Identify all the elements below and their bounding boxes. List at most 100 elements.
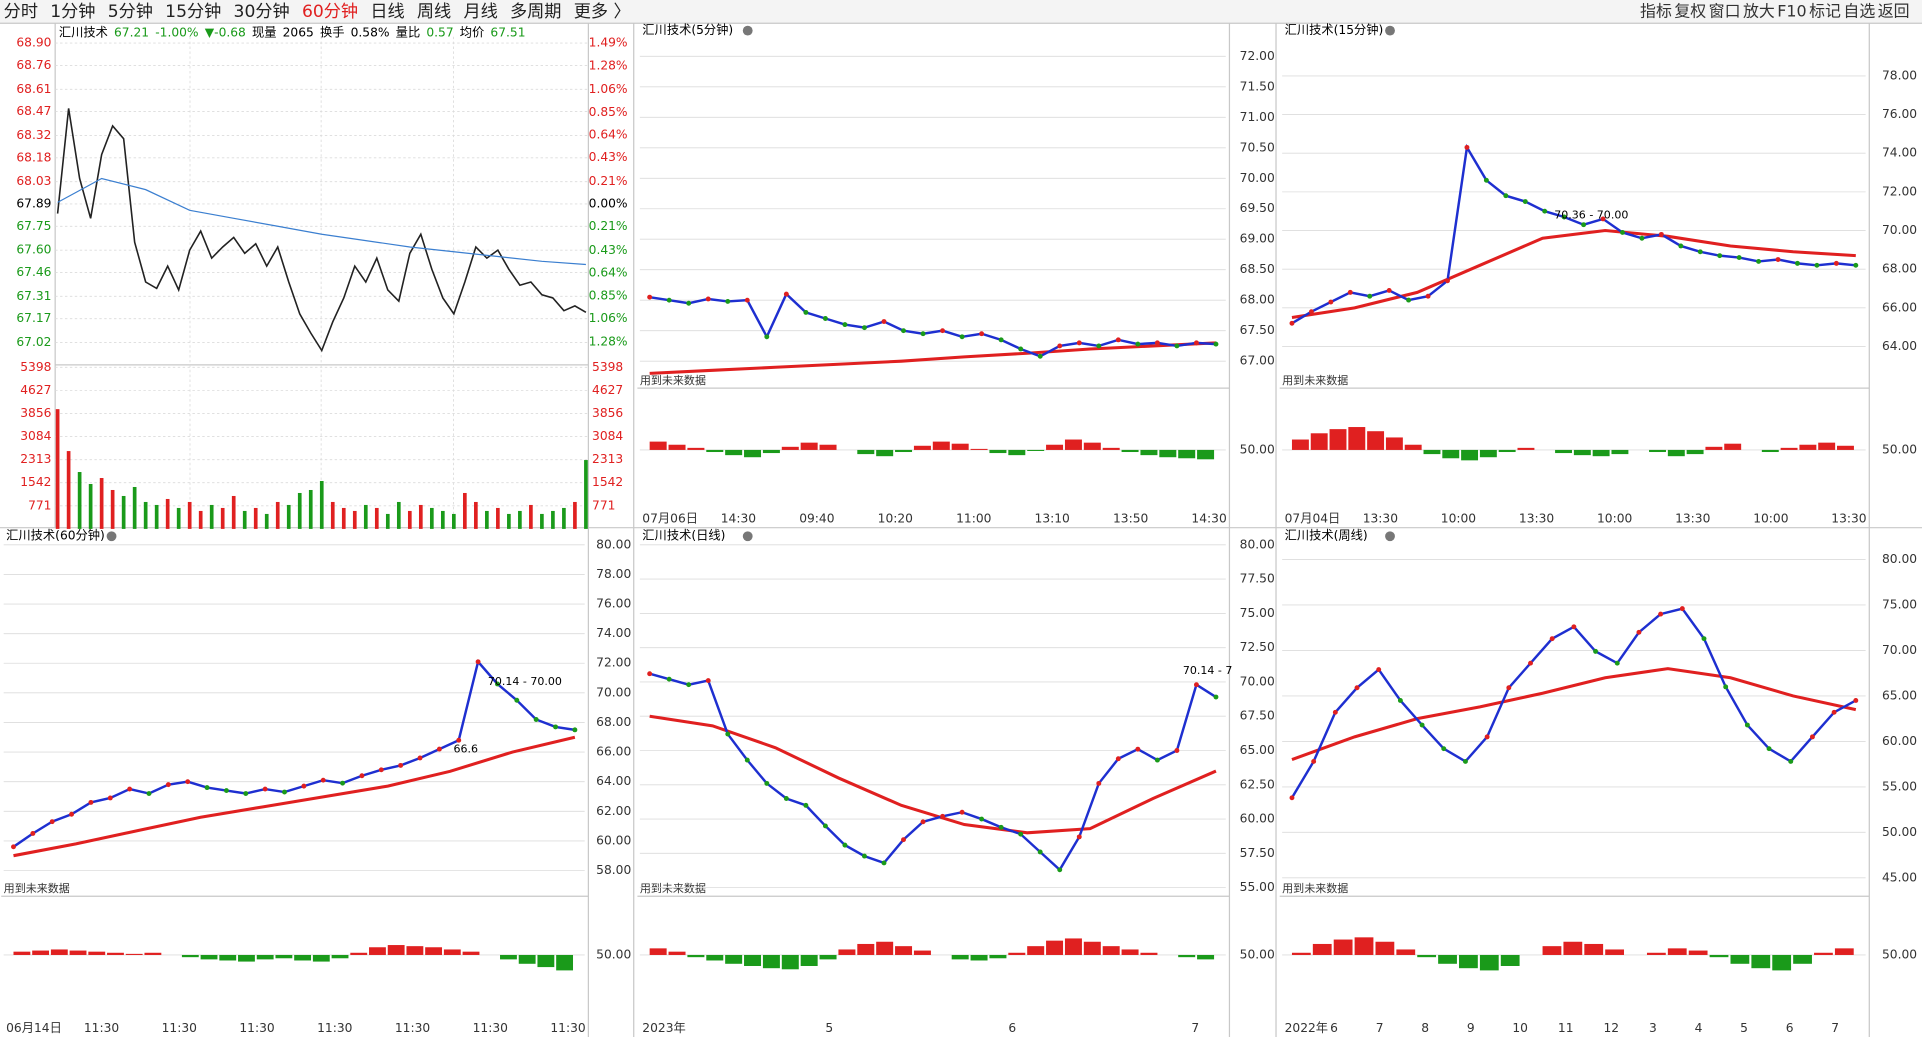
close-point (686, 682, 692, 688)
volume-bar (374, 507, 379, 529)
panel-title: 汇川技术(5分钟) (642, 22, 733, 37)
toolbar-button[interactable]: 窗口 (1709, 2, 1741, 21)
y-tick-label: 78.00 (1882, 68, 1917, 82)
close-point (1076, 834, 1082, 840)
close-point (1135, 341, 1141, 347)
y2-tick-label: 0.00% (589, 197, 628, 211)
toolbar-button[interactable]: 复权 (1674, 2, 1706, 21)
volume-bar (496, 507, 500, 529)
volume-bar (429, 507, 434, 529)
panel-menu-icon[interactable] (106, 531, 117, 542)
toolbar-tab[interactable]: 日线 (370, 2, 404, 22)
panel-menu-icon[interactable] (742, 531, 753, 542)
close-point (1096, 780, 1102, 786)
toolbar-tab[interactable]: 周线 (417, 2, 451, 22)
volume-bar (507, 513, 511, 529)
indicator-bar (1140, 952, 1158, 955)
close-point (1354, 685, 1360, 691)
indicator-bar (895, 946, 913, 955)
toolbar-tab[interactable]: 多周期 (510, 2, 561, 22)
panel-menu-icon[interactable] (742, 25, 753, 36)
toolbar-tab[interactable]: 分时 (4, 2, 38, 22)
indicator-bar (1027, 449, 1045, 451)
close-point (979, 816, 985, 822)
indicator-bar (1404, 444, 1422, 450)
indicator-bar (819, 954, 837, 960)
x-tick-label: 12 (1604, 1021, 1620, 1035)
y-tick-label: 64.00 (1882, 339, 1917, 353)
quote-header-item: 量比 (396, 26, 421, 40)
volume-tick-label: 3856 (20, 406, 51, 420)
volume-bar (308, 489, 313, 529)
indicator-bar (1197, 954, 1215, 960)
volume-bar (319, 481, 324, 529)
toolbar-tab[interactable]: 60分钟 (302, 2, 358, 22)
price-annotation: 70.14 - 7 (1183, 664, 1233, 677)
indicator-bar (932, 441, 950, 450)
close-point (359, 773, 365, 779)
x-tick-label: 5 (1740, 1021, 1748, 1035)
indicator-bar (762, 449, 780, 454)
x-tick-label: 11:30 (395, 1021, 430, 1035)
close-point (1018, 346, 1024, 352)
toolbar-button[interactable]: 返回 (1878, 2, 1910, 21)
close-point (1367, 293, 1373, 299)
close-point (30, 831, 36, 836)
y-tick-label: 55.00 (1240, 880, 1275, 894)
toolbar-button[interactable]: 指标 (1640, 2, 1672, 21)
indicator-bar (781, 446, 799, 450)
close-point (1549, 636, 1555, 642)
close-point (340, 780, 346, 786)
price-annotation: 66.6 (454, 742, 479, 755)
volume-bar (88, 483, 93, 529)
indicator-bar (1423, 449, 1441, 455)
close-point (1636, 629, 1642, 635)
toolbar-tab[interactable]: 30分钟 (234, 2, 290, 22)
toolbar-button[interactable]: F10 (1777, 2, 1806, 21)
indicator-bar (857, 449, 875, 455)
y-tick-label: 74.00 (596, 626, 631, 640)
close-point (533, 717, 539, 722)
volume-bar (99, 478, 104, 529)
price-line (649, 292, 1217, 358)
indicator-bar (425, 947, 443, 955)
indicator-tick-label: 50.00 (1882, 442, 1917, 456)
price-line (56, 108, 587, 353)
quote-header-item: 0.58% (351, 26, 390, 40)
toolbar-tab[interactable]: 15分钟 (165, 2, 221, 22)
volume-bar (242, 510, 247, 529)
volume-bar (584, 460, 588, 529)
toolbar-button[interactable]: 放大 (1743, 2, 1775, 21)
close-point (320, 777, 326, 783)
close-point (666, 297, 672, 303)
toolbar-button[interactable]: 标记 (1809, 2, 1841, 21)
volume-tick-label: 5398 (20, 360, 51, 374)
toolbar-tab[interactable]: 5分钟 (108, 2, 153, 22)
panel-menu-icon[interactable] (1385, 531, 1395, 542)
close-point (842, 842, 848, 848)
close-point (1775, 257, 1781, 262)
y2-tick-label: 1.28% (589, 58, 628, 72)
indicator-bar (1649, 449, 1666, 453)
close-point (822, 316, 828, 321)
indicator-bar (1724, 443, 1742, 450)
panel-menu-icon[interactable] (1385, 25, 1395, 36)
volume-bar (407, 510, 412, 529)
close-point (1561, 214, 1567, 220)
close-point (127, 786, 133, 792)
y-tick-label: 65.00 (1240, 743, 1275, 757)
close-point (1308, 309, 1314, 315)
x-tick-label: 11:30 (473, 1021, 508, 1035)
indicator-bar (1761, 449, 1779, 453)
toolbar-tab[interactable]: 月线 (463, 2, 497, 22)
close-point (243, 791, 249, 796)
toolbar-tab[interactable]: 1分钟 (50, 2, 95, 22)
close-point (998, 337, 1004, 343)
close-point (1620, 230, 1625, 235)
indicator-bar (387, 945, 405, 955)
indicator-bar (706, 449, 724, 453)
indicator-bar (1333, 939, 1353, 955)
toolbar-tab[interactable]: 更多 〉 (574, 2, 631, 22)
toolbar-button[interactable]: 自选 (1843, 2, 1875, 21)
close-point (1701, 636, 1707, 642)
